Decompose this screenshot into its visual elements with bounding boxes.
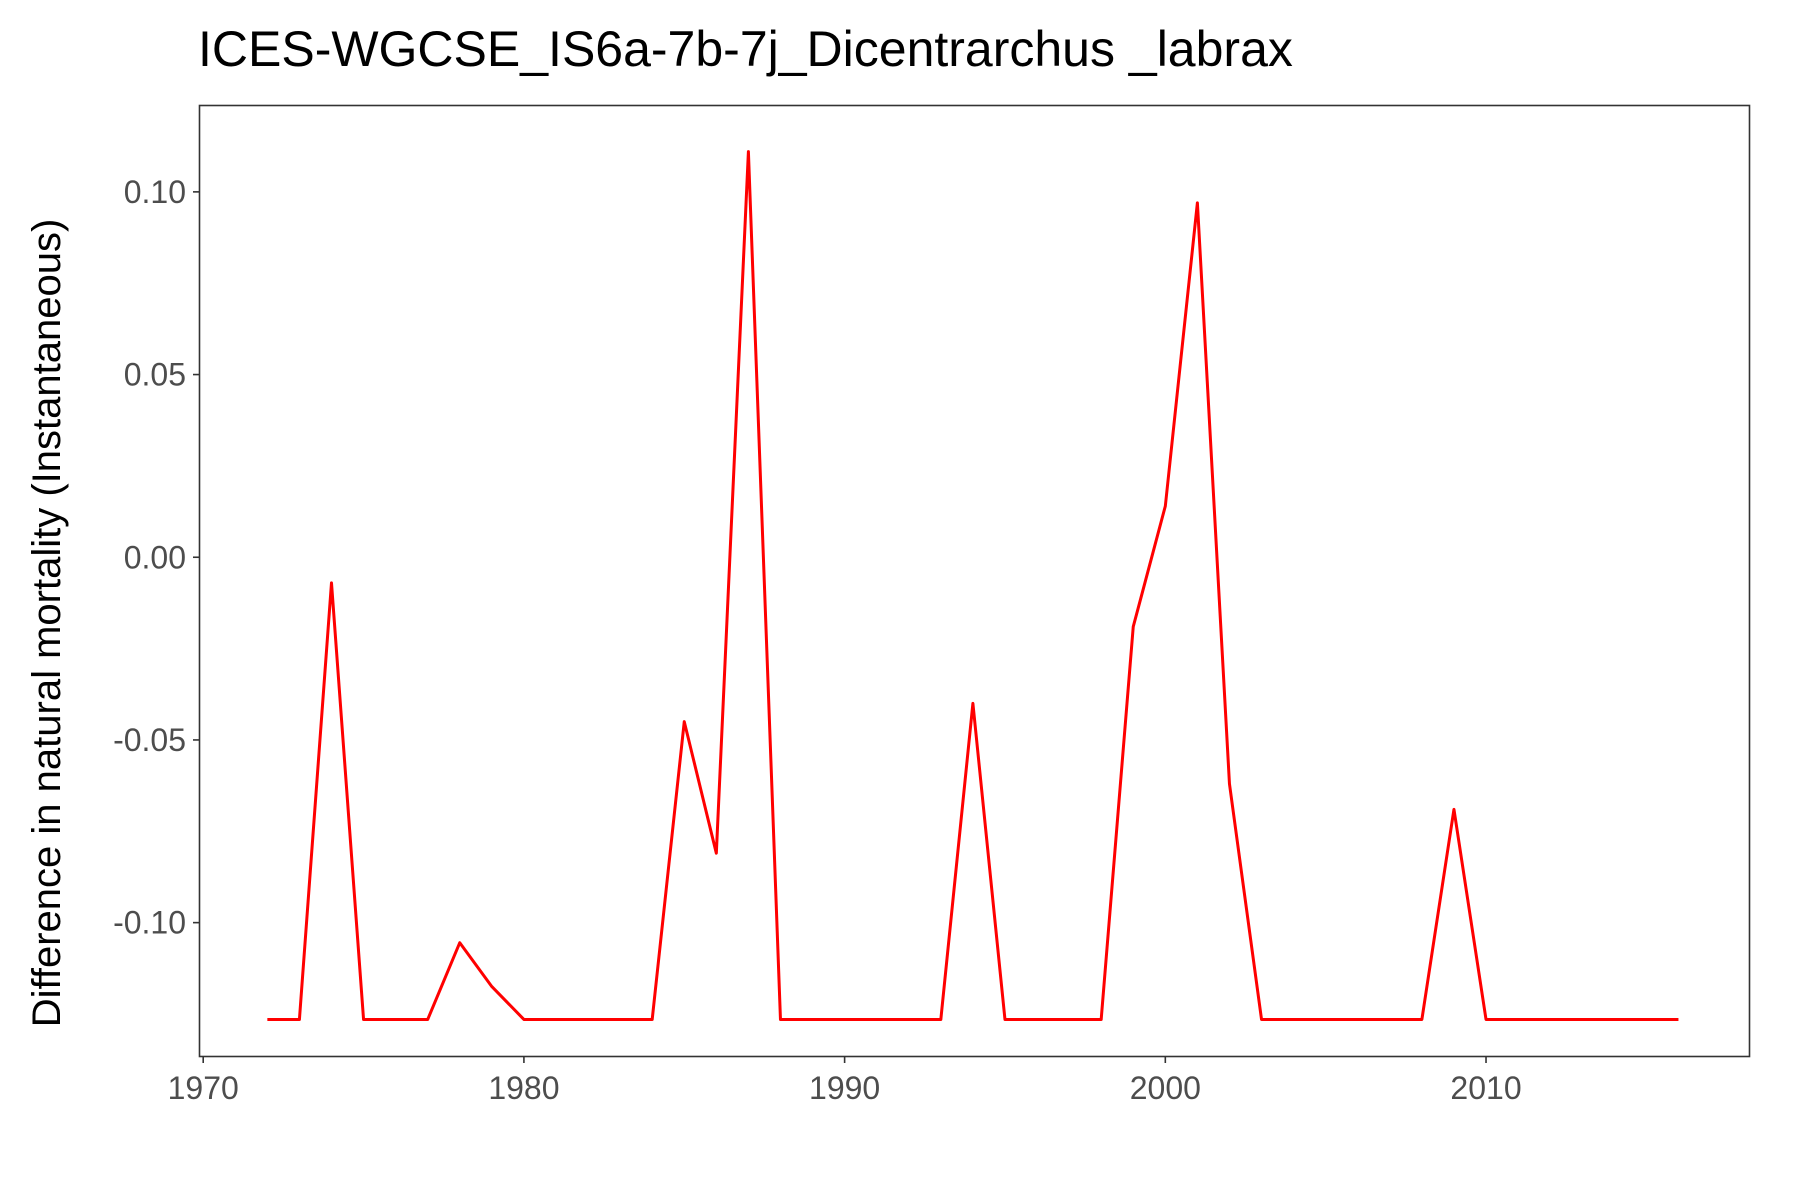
y-tick-label: -0.05 [113,722,186,758]
x-tick-label: 1980 [488,1070,559,1106]
y-tick-label: -0.10 [113,905,186,941]
series-layer [267,150,1679,1021]
x-axis: 1970 1980 1990 2000 2010 [168,1056,1522,1106]
x-tick-label: 2000 [1130,1070,1201,1106]
y-axis: -0.10 -0.05 0.00 0.05 0.10 [113,174,200,941]
y-axis-title: Difference in natural mortality (Instant… [25,219,69,1028]
plot-panel [198,104,1751,1058]
series-line [267,150,1679,1021]
x-tick-label: 1990 [809,1070,880,1106]
y-tick-label: 0.10 [124,174,186,210]
y-tick-label: 0.00 [124,539,186,575]
x-tick-label: 1970 [168,1070,239,1106]
y-tick-label: 0.05 [124,357,186,393]
x-tick-label: 2010 [1450,1070,1521,1106]
chart-title: ICES-WGCSE_IS6a-7b-7j_Dicentrarchus _lab… [198,21,1293,77]
